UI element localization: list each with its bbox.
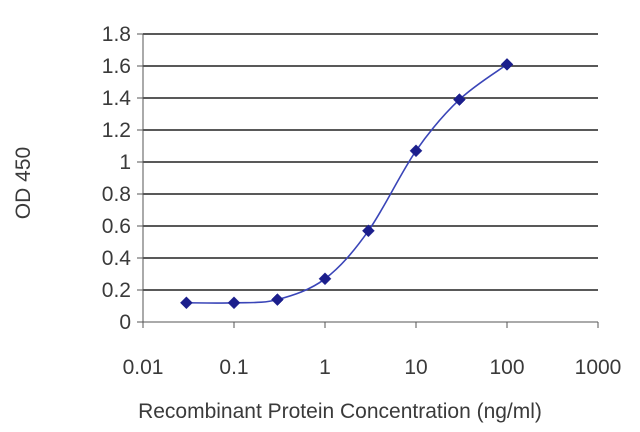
x-tick-label: 0.01 [123,356,164,379]
y-tick-label: 0.2 [102,279,131,302]
x-tick-label: 10 [404,356,427,379]
x-tick-labels: 0.01 0.1 1 10 100 1000 [123,356,622,379]
x-axis-title: Recombinant Protein Concentration (ng/ml… [138,400,542,423]
x-tick-label: 1000 [575,356,622,379]
y-axis-title: OD 450 [12,147,35,219]
y-tick-label: 1 [119,151,131,174]
y-tick-label: 1.8 [102,23,131,46]
data-point-marker [362,224,375,238]
y-tick-label: 0 [119,311,131,334]
y-tick-labels: 0 0.2 0.4 0.6 0.8 1 1.2 1.4 1.6 1.8 [102,23,132,334]
data-point-marker [271,293,284,306]
marker-layer [180,58,514,310]
y-tick-label: 0.4 [102,247,132,270]
data-point-marker [409,144,423,158]
y-tick-label: 1.2 [102,119,131,142]
y-tick-label: 1.4 [102,87,132,110]
x-tick-label: 100 [489,356,524,379]
series-line [186,63,508,304]
data-point-marker [180,296,193,310]
x-tick-label: 1 [319,356,331,379]
axis-layer [137,33,599,328]
data-point-marker [318,272,332,286]
data-point-marker [227,296,241,310]
data-point-marker [453,93,466,106]
data-point-marker [500,58,514,71]
y-tick-label: 0.6 [102,215,131,238]
y-tick-label: 1.6 [102,55,131,78]
x-tick-label: 0.1 [219,356,248,379]
y-tick-label: 0.8 [102,183,131,206]
grid-layer [143,33,598,291]
curve-layer [186,63,508,304]
